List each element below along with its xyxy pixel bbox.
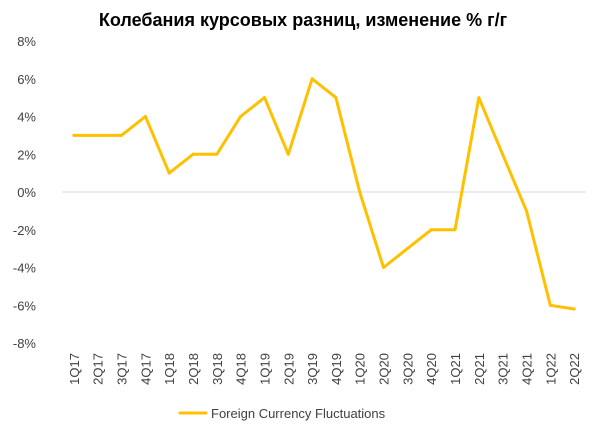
y-tick-label: 2% bbox=[17, 147, 36, 162]
data-point bbox=[477, 96, 481, 100]
legend: Foreign Currency Fluctuations bbox=[178, 406, 386, 421]
data-point bbox=[286, 152, 290, 156]
x-tick-label: 4Q18 bbox=[234, 353, 249, 385]
data-point bbox=[524, 209, 528, 213]
series-layer bbox=[72, 77, 576, 311]
data-point bbox=[334, 96, 338, 100]
chart-title: Колебания курсовых разниц, изменение % г… bbox=[99, 10, 508, 30]
data-point bbox=[453, 228, 457, 232]
x-tick-label: 1Q21 bbox=[448, 353, 463, 385]
y-tick-label: 0% bbox=[17, 185, 36, 200]
x-tick-label: 1Q18 bbox=[162, 353, 177, 385]
x-tick-label: 2Q22 bbox=[567, 353, 582, 385]
data-point bbox=[501, 152, 505, 156]
x-tick-label: 1Q19 bbox=[257, 353, 272, 385]
data-point bbox=[215, 152, 219, 156]
y-tick-label: -6% bbox=[13, 298, 37, 313]
data-point bbox=[191, 152, 195, 156]
x-tick-label: 2Q18 bbox=[186, 353, 201, 385]
data-point bbox=[96, 133, 100, 137]
x-tick-label: 2Q19 bbox=[281, 353, 296, 385]
x-tick-label: 4Q21 bbox=[519, 353, 534, 385]
y-tick-label: -2% bbox=[13, 223, 37, 238]
x-tick-label: 3Q20 bbox=[400, 353, 415, 385]
data-point bbox=[358, 190, 362, 194]
x-tick-label: 1Q22 bbox=[543, 353, 558, 385]
x-tick-label: 2Q17 bbox=[91, 353, 106, 385]
data-point bbox=[405, 247, 409, 251]
x-tick-label: 2Q20 bbox=[377, 353, 392, 385]
data-point bbox=[382, 266, 386, 269]
x-tick-label: 4Q19 bbox=[329, 353, 344, 385]
data-point bbox=[548, 303, 552, 307]
data-point bbox=[572, 307, 576, 311]
data-point bbox=[120, 133, 124, 137]
y-tick-label: -8% bbox=[13, 336, 37, 351]
x-tick-label: 4Q17 bbox=[138, 353, 153, 385]
y-tick-label: 8% bbox=[17, 34, 36, 49]
y-tick-label: 4% bbox=[17, 110, 36, 125]
data-point bbox=[262, 96, 266, 100]
data-point bbox=[239, 115, 243, 118]
x-tick-label: 4Q20 bbox=[424, 353, 439, 385]
data-point bbox=[72, 133, 76, 137]
x-tick-label: 1Q20 bbox=[353, 353, 368, 385]
x-tick-label: 2Q21 bbox=[472, 353, 487, 385]
x-tick-label: 3Q21 bbox=[496, 353, 511, 385]
y-tick-label: 6% bbox=[17, 72, 36, 87]
legend-label: Foreign Currency Fluctuations bbox=[211, 406, 386, 421]
x-tick-label: 3Q19 bbox=[305, 353, 320, 385]
y-axis-ticks: 8% 6% 4% 2% 0% -2% -4% -6% -8% bbox=[13, 34, 37, 351]
data-point bbox=[310, 77, 314, 81]
series-line-foreign-currency-fluctuations bbox=[72, 77, 576, 311]
y-tick-label: -4% bbox=[13, 261, 37, 276]
data-point bbox=[167, 171, 171, 175]
data-point bbox=[429, 228, 433, 232]
x-tick-label: 3Q18 bbox=[210, 353, 225, 385]
x-tick-label: 1Q17 bbox=[67, 353, 82, 385]
x-axis-ticks: 1Q17 2Q17 3Q17 4Q17 1Q18 2Q18 3Q18 4Q18 1Q19 2Q19… bbox=[67, 353, 582, 385]
data-point bbox=[143, 115, 147, 118]
x-tick-label: 3Q17 bbox=[115, 353, 130, 385]
